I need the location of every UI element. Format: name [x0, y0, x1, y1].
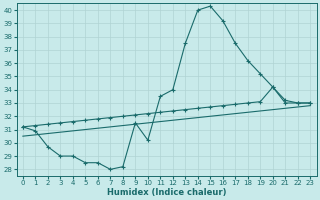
X-axis label: Humidex (Indice chaleur): Humidex (Indice chaleur)	[107, 188, 226, 197]
